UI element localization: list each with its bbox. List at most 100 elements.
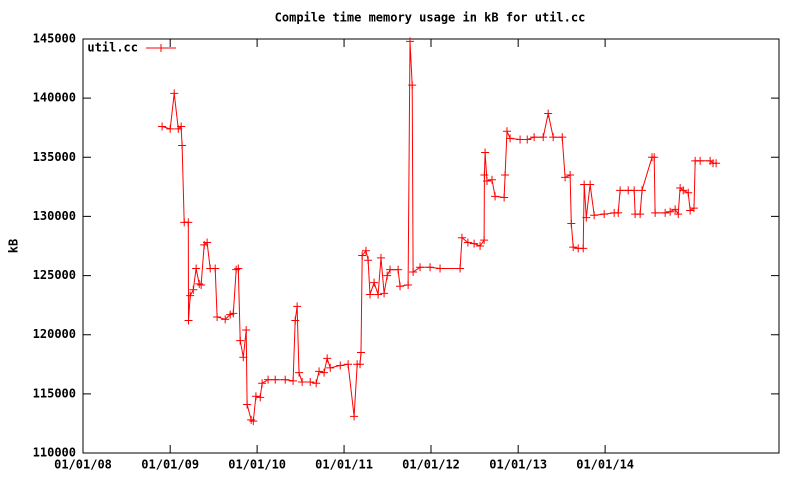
point-marker bbox=[463, 238, 472, 247]
point-marker bbox=[291, 316, 300, 325]
point-marker bbox=[195, 279, 204, 288]
point-marker bbox=[638, 186, 647, 195]
y-tick-label: 125000 bbox=[33, 268, 76, 282]
point-marker bbox=[457, 233, 466, 242]
point-marker bbox=[480, 171, 489, 180]
point-marker bbox=[247, 415, 256, 424]
point-marker bbox=[293, 302, 302, 311]
point-marker bbox=[232, 265, 241, 274]
x-tick-label: 01/01/13 bbox=[489, 458, 547, 472]
point-marker bbox=[582, 213, 591, 222]
point-marker bbox=[312, 379, 321, 388]
y-tick-label: 130000 bbox=[33, 209, 76, 223]
point-marker bbox=[636, 210, 645, 219]
point-marker bbox=[298, 378, 307, 387]
point-marker bbox=[383, 271, 392, 280]
point-marker bbox=[184, 218, 193, 227]
point-marker bbox=[567, 219, 576, 228]
point-marker bbox=[243, 400, 252, 409]
point-marker bbox=[671, 205, 680, 214]
point-marker bbox=[566, 171, 575, 180]
point-marker bbox=[616, 186, 625, 195]
point-marker bbox=[651, 208, 660, 217]
point-marker bbox=[249, 417, 258, 426]
point-marker bbox=[234, 264, 243, 273]
point-marker bbox=[386, 265, 395, 274]
point-marker bbox=[326, 363, 335, 372]
point-marker bbox=[679, 186, 688, 195]
point-marker bbox=[344, 360, 353, 369]
point-marker bbox=[696, 156, 705, 165]
point-marker bbox=[177, 122, 186, 131]
point-marker bbox=[501, 171, 510, 180]
point-marker bbox=[416, 263, 425, 272]
point-marker bbox=[289, 376, 298, 385]
point-marker bbox=[394, 265, 403, 274]
point-marker bbox=[358, 251, 367, 260]
point-marker bbox=[661, 208, 670, 217]
point-marker bbox=[192, 264, 201, 273]
point-marker bbox=[650, 153, 659, 162]
point-marker bbox=[213, 312, 222, 321]
point-marker bbox=[456, 264, 465, 273]
point-marker bbox=[502, 127, 511, 136]
point-marker bbox=[361, 246, 370, 255]
point-marker bbox=[408, 81, 417, 90]
legend-swatch bbox=[146, 44, 176, 52]
point-marker bbox=[295, 368, 304, 377]
point-marker bbox=[320, 368, 329, 377]
point-marker bbox=[315, 367, 324, 376]
legend-label: util.cc bbox=[87, 41, 138, 55]
point-marker bbox=[674, 210, 683, 219]
point-marker bbox=[281, 375, 290, 384]
point-marker bbox=[323, 354, 332, 363]
point-marker bbox=[436, 264, 445, 273]
point-marker bbox=[271, 375, 280, 384]
y-tick-label: 110000 bbox=[33, 446, 76, 460]
point-marker bbox=[203, 238, 212, 247]
point-marker bbox=[306, 378, 315, 387]
point-marker bbox=[491, 192, 500, 201]
point-marker bbox=[482, 176, 491, 185]
x-tick-label: 01/01/10 bbox=[228, 458, 286, 472]
point-marker bbox=[229, 309, 238, 318]
point-marker bbox=[569, 243, 578, 252]
series-line bbox=[161, 41, 717, 422]
chart-title: Compile time memory usage in kB for util… bbox=[275, 11, 586, 25]
y-axis-label: kB bbox=[7, 239, 21, 253]
point-marker bbox=[480, 236, 489, 245]
point-marker bbox=[549, 133, 558, 142]
point-marker bbox=[242, 325, 251, 334]
point-marker bbox=[406, 37, 415, 46]
point-marker bbox=[186, 291, 195, 300]
y-tick-label: 135000 bbox=[33, 150, 76, 164]
point-marker bbox=[370, 278, 379, 287]
point-marker bbox=[558, 133, 567, 142]
point-marker bbox=[178, 141, 187, 150]
point-marker bbox=[239, 353, 248, 362]
point-marker bbox=[506, 134, 515, 143]
point-marker bbox=[197, 281, 206, 290]
point-marker bbox=[689, 204, 698, 213]
point-marker bbox=[221, 315, 230, 324]
point-marker bbox=[374, 290, 383, 299]
point-marker bbox=[166, 124, 175, 133]
point-marker bbox=[500, 193, 509, 202]
x-tick-label: 01/01/14 bbox=[576, 458, 634, 472]
point-marker bbox=[380, 289, 389, 298]
point-marker bbox=[366, 290, 375, 299]
point-marker bbox=[530, 133, 539, 142]
point-marker bbox=[561, 173, 570, 182]
point-marker bbox=[600, 210, 609, 219]
point-marker bbox=[614, 208, 623, 217]
point-marker bbox=[356, 348, 365, 357]
point-marker bbox=[516, 135, 525, 144]
point-marker bbox=[336, 361, 345, 370]
point-marker bbox=[409, 268, 418, 277]
y-tick-label: 115000 bbox=[33, 386, 76, 400]
point-marker bbox=[211, 264, 220, 273]
point-marker bbox=[586, 180, 595, 189]
point-marker bbox=[476, 242, 485, 250]
